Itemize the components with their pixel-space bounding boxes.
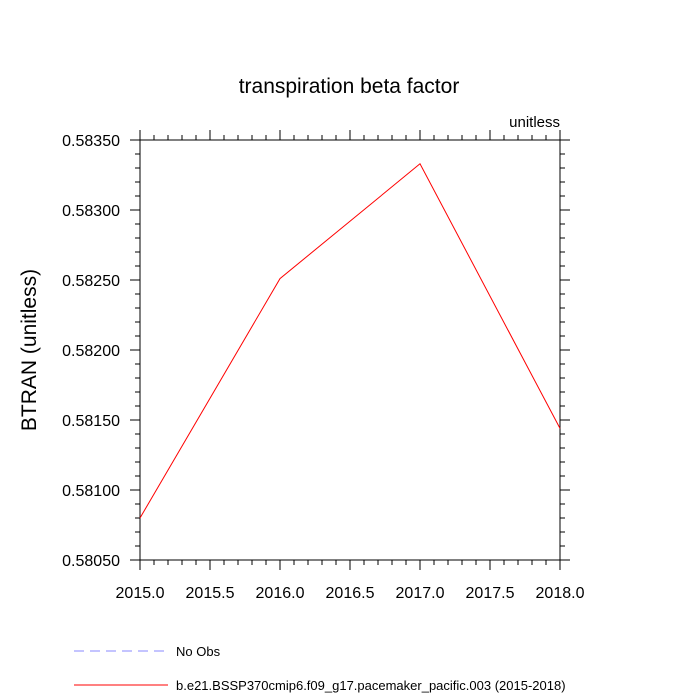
y-tick-label: 0.58150 [62,413,120,430]
y-tick-label: 0.58200 [62,343,120,360]
x-tick-label: 2015.5 [186,585,235,602]
legend-label: b.e21.BSSP370cmip6.f09_g17.pacemaker_pac… [176,678,566,693]
chart-title: transpiration beta factor [239,75,460,98]
y-tick-label: 0.58050 [62,553,120,570]
legend-label: No Obs [176,644,221,659]
units-label: unitless [509,114,560,131]
x-tick-label: 2016.5 [326,585,375,602]
y-tick-label: 0.58350 [62,133,120,150]
x-tick-label: 2016.0 [256,585,305,602]
legend: No Obs b.e21.BSSP370cmip6.f09_g17.pacemak… [74,644,566,693]
x-tick-label: 2018.0 [536,585,585,602]
plot-frame [139,139,561,561]
y-tick-label: 0.58100 [62,483,120,500]
y-tick-label: 0.58250 [62,273,120,290]
y-tick-label: 0.58300 [62,203,120,220]
series-layer [139,163,561,519]
x-tick-label: 2015.0 [116,585,165,602]
y-axis-label: BTRAN (unitless) [18,269,41,431]
series-line-0 [139,163,561,519]
x-tick-label: 2017.0 [396,585,445,602]
axis-ticks: 2015.0 2015.5 2016.0 2016.5 2017.0 2017.5 2018… [62,130,585,602]
x-tick-label: 2017.5 [466,585,515,602]
